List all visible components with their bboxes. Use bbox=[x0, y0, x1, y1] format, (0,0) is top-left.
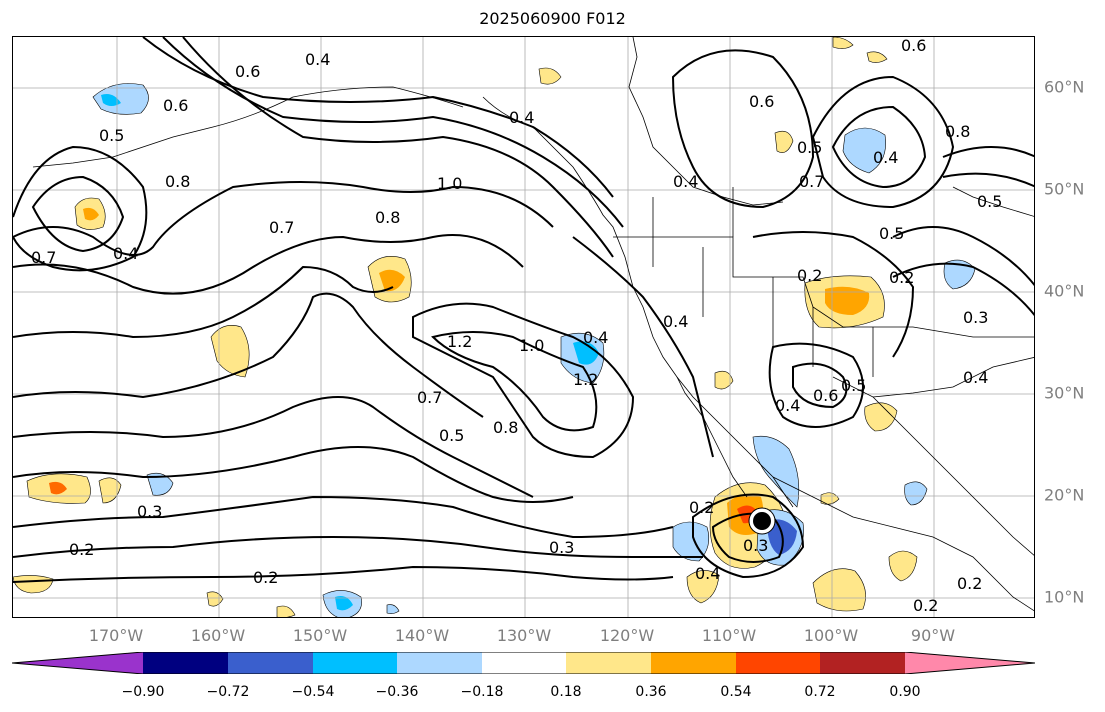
contour-label: 1.0 bbox=[437, 174, 462, 193]
contour-labels: 0.4 0.6 0.6 0.5 0.8 0.7 0.4 0.7 0.8 1.0 … bbox=[31, 37, 1002, 615]
colorbar-segment bbox=[397, 652, 482, 674]
contour-label: 0.4 bbox=[673, 172, 698, 191]
contour-label: 0.6 bbox=[235, 62, 260, 81]
contour-label: 0.4 bbox=[695, 564, 720, 583]
contour-label: 0.4 bbox=[583, 328, 608, 347]
colorbar-tick-label: 0.72 bbox=[804, 684, 836, 700]
contour-label: 0.4 bbox=[873, 148, 898, 167]
contour-label: 0.3 bbox=[963, 308, 988, 327]
colorbar-tick-label: −0.54 bbox=[291, 684, 335, 700]
contour-label: 0.8 bbox=[493, 418, 518, 437]
coastlines bbox=[32, 37, 1034, 612]
contour-label: 0.6 bbox=[749, 92, 774, 111]
lat-label: 20°N bbox=[1044, 485, 1085, 505]
contour-label: 0.5 bbox=[439, 426, 464, 445]
contour-label: 0.8 bbox=[375, 208, 400, 227]
colorbar bbox=[12, 652, 1035, 674]
contour-label: 0.5 bbox=[99, 126, 124, 145]
contour-label: 0.2 bbox=[957, 574, 982, 593]
map-title: 2025060900 F012 bbox=[479, 9, 626, 28]
lon-label: 110°W bbox=[701, 626, 757, 645]
contour-label: 0.2 bbox=[913, 596, 938, 615]
lon-label: 100°W bbox=[803, 626, 859, 645]
map-canvas: 0.4 0.6 0.6 0.5 0.8 0.7 0.4 0.7 0.8 1.0 … bbox=[13, 37, 1034, 617]
lon-label: 150°W bbox=[292, 626, 348, 645]
contour-label: 0.4 bbox=[509, 108, 534, 127]
contour-label: 0.7 bbox=[31, 248, 56, 267]
lon-label: 90°W bbox=[910, 626, 956, 645]
contour-label: 0.7 bbox=[269, 218, 294, 237]
lon-label: 120°W bbox=[599, 626, 655, 645]
contour-label: 0.3 bbox=[549, 538, 574, 557]
colorbar-tick-label: 0.36 bbox=[635, 684, 667, 700]
colorbar-tick-label: −0.36 bbox=[375, 684, 419, 700]
contour-label: 0.2 bbox=[689, 498, 714, 517]
lat-label: 30°N bbox=[1044, 383, 1085, 403]
lat-label: 40°N bbox=[1044, 281, 1085, 301]
contour-label: 0.2 bbox=[253, 568, 278, 587]
contour-label: 0.3 bbox=[743, 536, 768, 555]
contour-label: 1.2 bbox=[447, 332, 472, 351]
colorbar-tick-label: 0.54 bbox=[720, 684, 752, 700]
colorbar-segment bbox=[313, 652, 397, 674]
contour-label: 1.2 bbox=[573, 370, 598, 389]
colorbar-tick-label: 0.90 bbox=[889, 684, 921, 700]
contour-label: 0.4 bbox=[963, 368, 988, 387]
lon-label: 160°W bbox=[190, 626, 246, 645]
contour-label: 0.6 bbox=[901, 37, 926, 55]
colorbar-segment bbox=[143, 652, 228, 674]
colorbar-segment bbox=[905, 652, 1035, 674]
lat-label: 60°N bbox=[1044, 77, 1085, 97]
colorbar-segment bbox=[12, 652, 143, 674]
contour-label: 0.5 bbox=[879, 224, 904, 243]
lon-label: 140°W bbox=[394, 626, 450, 645]
contour-label: 0.2 bbox=[797, 266, 822, 285]
colorbar-segment bbox=[482, 652, 566, 674]
contour-label: 0.8 bbox=[945, 122, 970, 141]
contour-label: 0.7 bbox=[799, 172, 824, 191]
colorbar-tick-label: −0.18 bbox=[460, 684, 504, 700]
contour-label: 0.6 bbox=[813, 386, 838, 405]
contour-lines bbox=[13, 37, 1034, 583]
map-panel: 0.4 0.6 0.6 0.5 0.8 0.7 0.4 0.7 0.8 1.0 … bbox=[12, 36, 1035, 618]
contour-label: 1.0 bbox=[519, 336, 544, 355]
contour-label: 0.5 bbox=[977, 192, 1002, 211]
colorbar-segment bbox=[228, 652, 313, 674]
colorbar-tick-label: −0.90 bbox=[121, 684, 165, 700]
storm-center-marker bbox=[748, 507, 776, 535]
contour-label: 0.4 bbox=[775, 396, 800, 415]
contour-label: 0.7 bbox=[417, 388, 442, 407]
contour-label: 0.4 bbox=[663, 312, 688, 331]
lon-label: 130°W bbox=[496, 626, 552, 645]
contour-label: 0.3 bbox=[137, 502, 162, 521]
contour-label: 0.5 bbox=[797, 138, 822, 157]
contour-label: 0.8 bbox=[165, 172, 190, 191]
contour-label: 0.6 bbox=[163, 96, 188, 115]
anomaly-shading bbox=[13, 37, 976, 617]
colorbar-segment bbox=[820, 652, 905, 674]
colorbar-segment bbox=[566, 652, 651, 674]
contour-label: 0.5 bbox=[841, 376, 866, 395]
colorbar-tick-label: −0.72 bbox=[206, 684, 250, 700]
lon-label: 170°W bbox=[88, 626, 144, 645]
lat-label: 50°N bbox=[1044, 179, 1085, 199]
contour-label: 0.4 bbox=[113, 244, 138, 263]
lat-label: 10°N bbox=[1044, 587, 1085, 607]
colorbar-tick-label: 0.18 bbox=[550, 684, 582, 700]
contour-label: 0.4 bbox=[305, 50, 330, 69]
contour-label: 0.2 bbox=[889, 268, 914, 287]
colorbar-segment bbox=[736, 652, 820, 674]
contour-label: 0.2 bbox=[69, 540, 94, 559]
colorbar-segment bbox=[651, 652, 736, 674]
